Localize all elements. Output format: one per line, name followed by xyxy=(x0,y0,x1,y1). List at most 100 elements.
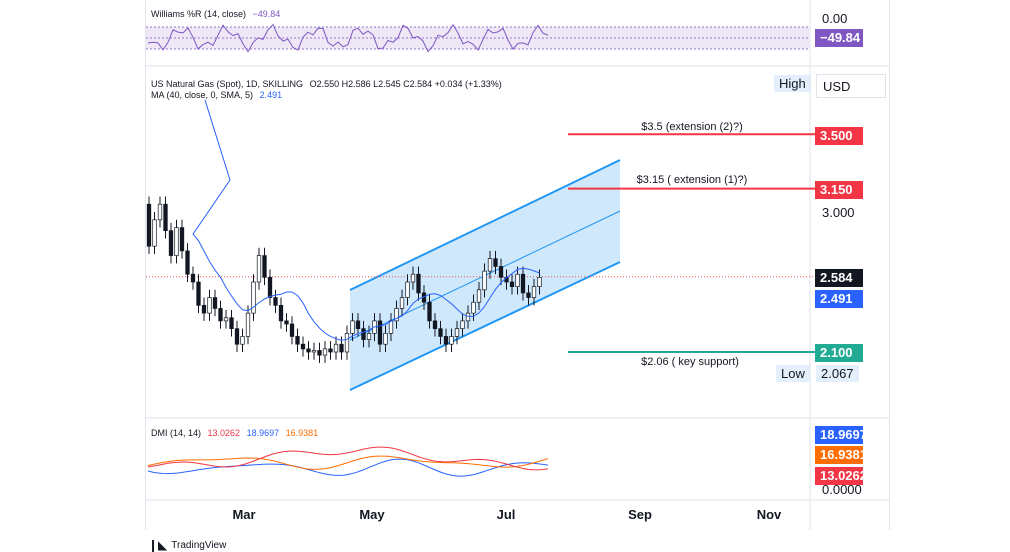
candle-body xyxy=(471,301,476,314)
dmi-badge-adx: 13.0262 xyxy=(815,467,867,485)
candle-body xyxy=(405,281,410,298)
candle-body xyxy=(526,292,531,298)
currency-selector[interactable]: USD xyxy=(816,74,886,98)
price-axis-3000: 3.000 xyxy=(822,205,855,220)
candle-body xyxy=(306,348,311,353)
ma-header: MA (40, close, 0, SMA, 5) 2.491 xyxy=(151,90,282,100)
candle-body xyxy=(410,273,416,283)
candle-body xyxy=(344,332,350,353)
footer-text: TradingView xyxy=(171,539,227,551)
x-tick-nov: Nov xyxy=(756,507,782,522)
candle-body xyxy=(240,336,245,345)
dmi-header: DMI (14, 14) 13.0262 18.9697 16.9381 xyxy=(151,428,318,438)
dmi-value-adx: 13.0262 xyxy=(207,428,241,438)
channel-lower-line xyxy=(349,261,621,391)
candle-body xyxy=(190,273,196,283)
level-badge-2100: 2.100 xyxy=(815,344,863,362)
candle-body xyxy=(311,350,317,353)
ma-value: 2.491 xyxy=(259,90,283,100)
dmi-axis-zero: 0.0000 xyxy=(822,482,862,497)
candle-body xyxy=(361,328,366,340)
dmi-minus-line xyxy=(147,455,549,470)
footer: ❙◣ TradingView xyxy=(148,538,226,552)
williams-header: Williams %R (14, close) −49.84 xyxy=(151,9,280,19)
candle-body xyxy=(322,348,328,356)
candle-body xyxy=(278,304,284,322)
candle-body xyxy=(295,336,300,345)
channel-upper-line xyxy=(349,159,621,291)
candle-body xyxy=(284,320,289,325)
dmi-badge-plus: 18.9697 xyxy=(815,426,867,444)
candle-body xyxy=(509,281,515,288)
level-badge-3150: 3.150 xyxy=(815,181,863,199)
candle-body xyxy=(383,332,388,345)
candle-body xyxy=(256,255,262,283)
candle-body xyxy=(377,320,383,345)
candle-body xyxy=(537,276,542,288)
candle-body xyxy=(438,328,443,337)
instrument-ohlc: O2.550 H2.586 L2.545 C2.584 +0.034 (+1.3… xyxy=(309,79,502,89)
williams-label: Williams %R (14, close) xyxy=(151,9,247,19)
instrument-header: US Natural Gas (Spot), 1D, SKILLING O2.5… xyxy=(151,79,502,89)
candle-body xyxy=(366,332,372,340)
williams-value-badge: −49.84 xyxy=(815,29,863,47)
candle-body xyxy=(520,273,526,294)
candle-body xyxy=(443,336,449,345)
candle-body xyxy=(416,273,421,294)
candle-body xyxy=(515,273,520,288)
candle-body xyxy=(196,281,201,306)
candle-body xyxy=(163,203,168,232)
candle-body xyxy=(399,297,405,309)
x-tick-sep: Sep xyxy=(628,507,652,522)
candle-body xyxy=(289,323,295,337)
candle-body xyxy=(476,289,482,303)
candle-body xyxy=(262,255,267,278)
dmi-badge-minus: 16.9381 xyxy=(815,446,867,464)
candle-body xyxy=(146,203,152,247)
candle-body xyxy=(355,320,361,330)
level-label-3150: $3.15 ( extension (1)?) xyxy=(636,174,748,186)
candle-body xyxy=(482,270,487,291)
candle-body xyxy=(273,297,278,306)
candle-body xyxy=(267,276,273,298)
candle-body xyxy=(207,297,212,314)
candle-body xyxy=(300,343,306,350)
candle-body xyxy=(179,227,185,252)
high-label: High xyxy=(774,75,811,92)
candle-body xyxy=(157,203,163,221)
candle-body xyxy=(460,320,465,330)
candle-body xyxy=(454,328,460,337)
last-price-badge: 2.584 xyxy=(815,269,863,287)
candle-body xyxy=(487,258,493,272)
candle-body xyxy=(212,297,218,309)
candle-body xyxy=(251,281,256,314)
candle-body xyxy=(449,336,454,345)
candle-body xyxy=(234,328,240,345)
candle-body xyxy=(333,343,339,353)
candle-body xyxy=(168,230,174,256)
x-tick-mar: Mar xyxy=(232,507,256,522)
candle-body xyxy=(465,312,471,322)
candle-body xyxy=(350,320,355,334)
chart-frame xyxy=(145,0,890,530)
low-value: 2.067 xyxy=(816,365,859,382)
candle-body xyxy=(432,320,438,330)
candle-body xyxy=(328,348,333,353)
candle-body xyxy=(388,320,394,334)
low-label: Low xyxy=(776,365,810,382)
candle-body xyxy=(394,308,399,322)
candle-body xyxy=(201,304,207,314)
dmi-label: DMI (14, 14) xyxy=(151,428,202,438)
level-badge-3500: 3.500 xyxy=(815,127,863,145)
williams-series-line xyxy=(147,23,549,53)
candle-body xyxy=(531,286,537,298)
ma-label: MA (40, close, 0, SMA, 5) xyxy=(151,90,254,100)
candle-body xyxy=(498,266,504,278)
candle-body xyxy=(493,258,498,267)
dmi-plus-line xyxy=(147,458,549,477)
dmi-value-minus: 16.9381 xyxy=(285,428,319,438)
ma-price-badge: 2.491 xyxy=(815,290,863,308)
candle-body xyxy=(245,312,251,337)
instrument-title: US Natural Gas (Spot), 1D, SKILLING xyxy=(151,79,304,89)
